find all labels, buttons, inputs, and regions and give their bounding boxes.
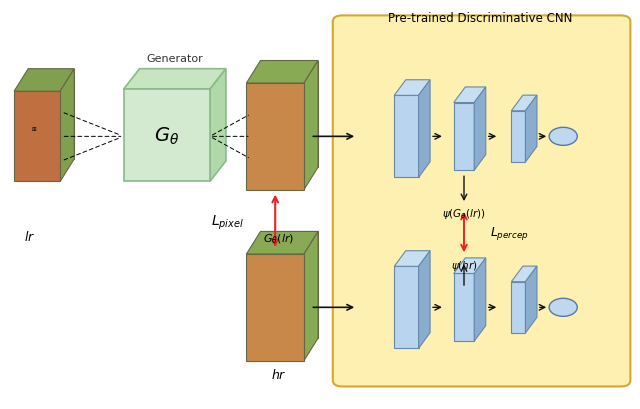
- Circle shape: [549, 299, 577, 317]
- Polygon shape: [525, 96, 537, 162]
- Polygon shape: [511, 282, 525, 333]
- Polygon shape: [394, 251, 430, 267]
- Polygon shape: [419, 251, 430, 348]
- Polygon shape: [419, 81, 430, 178]
- Text: Pre-trained Discriminative CNN: Pre-trained Discriminative CNN: [388, 12, 572, 25]
- Polygon shape: [28, 70, 74, 160]
- Polygon shape: [304, 61, 318, 190]
- Polygon shape: [511, 267, 537, 282]
- Text: $L_{pixel}$: $L_{pixel}$: [211, 213, 244, 231]
- Polygon shape: [394, 96, 419, 178]
- Polygon shape: [474, 258, 486, 341]
- Polygon shape: [246, 84, 304, 190]
- Polygon shape: [394, 81, 430, 96]
- Polygon shape: [14, 92, 60, 182]
- Text: $G_{\theta}$: $G_{\theta}$: [154, 126, 179, 146]
- Text: $G_{\theta}(lr)$: $G_{\theta}(lr)$: [263, 232, 294, 246]
- Polygon shape: [454, 274, 474, 341]
- Circle shape: [549, 128, 577, 146]
- Text: $hr$: $hr$: [271, 367, 286, 381]
- Polygon shape: [14, 70, 74, 92]
- Polygon shape: [525, 267, 537, 333]
- Polygon shape: [454, 258, 486, 274]
- FancyBboxPatch shape: [124, 90, 210, 182]
- Polygon shape: [394, 267, 419, 348]
- Polygon shape: [304, 232, 318, 361]
- Polygon shape: [511, 111, 525, 162]
- Text: $\psi(hr)$: $\psi(hr)$: [451, 258, 477, 272]
- Text: Generator: Generator: [147, 54, 203, 63]
- Polygon shape: [260, 61, 318, 168]
- Text: $\psi(G_{\theta}(lr))$: $\psi(G_{\theta}(lr))$: [442, 207, 486, 220]
- Polygon shape: [511, 96, 537, 111]
- Polygon shape: [260, 232, 318, 338]
- FancyBboxPatch shape: [333, 16, 630, 387]
- Polygon shape: [210, 70, 226, 182]
- Polygon shape: [60, 70, 74, 182]
- Polygon shape: [454, 88, 486, 103]
- Polygon shape: [246, 61, 318, 84]
- Polygon shape: [124, 70, 226, 90]
- Text: $lr$: $lr$: [24, 229, 35, 243]
- Polygon shape: [454, 103, 474, 171]
- Polygon shape: [246, 232, 318, 254]
- Text: ⊞: ⊞: [31, 126, 36, 131]
- Polygon shape: [474, 88, 486, 171]
- Text: $L_{percep}$: $L_{percep}$: [490, 225, 529, 242]
- Polygon shape: [246, 254, 304, 361]
